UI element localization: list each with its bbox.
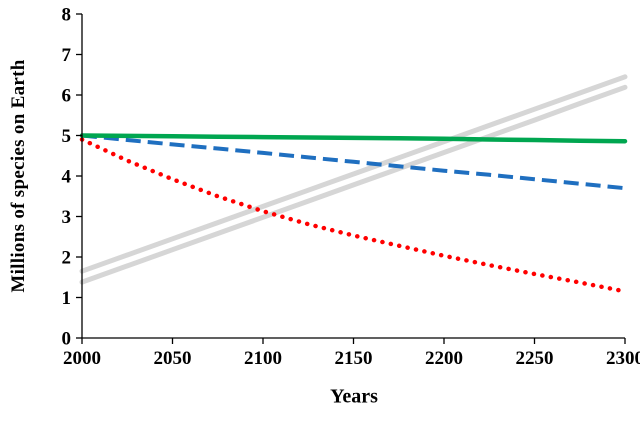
y-tick-label: 4 xyxy=(62,166,72,187)
y-tick-label: 6 xyxy=(62,85,72,106)
x-tick-label: 2100 xyxy=(244,348,282,369)
series-solid-green-line xyxy=(79,133,628,144)
y-tick-label: 0 xyxy=(62,328,72,349)
x-tick-label: 2300 xyxy=(606,348,640,369)
x-tick-label: 2200 xyxy=(425,348,463,369)
x-tick-label: 2000 xyxy=(63,348,101,369)
series-dotted-red-line xyxy=(79,137,628,294)
x-tick-label: 2050 xyxy=(154,348,192,369)
y-tick-label: 8 xyxy=(62,4,72,25)
y-tick-label: 3 xyxy=(62,207,72,228)
series-gray-band-lower-line xyxy=(79,84,628,285)
y-tick-label: 2 xyxy=(62,247,72,268)
y-tick-label: 5 xyxy=(62,126,72,147)
x-axis-title: Years xyxy=(330,385,378,408)
series-gray-band-upper-line xyxy=(79,74,628,274)
y-tick-label: 7 xyxy=(62,45,72,66)
y-tick-label: 1 xyxy=(62,288,72,309)
x-tick-label: 2250 xyxy=(516,348,554,369)
x-tick-label: 2150 xyxy=(335,348,373,369)
series-dashed-blue-line xyxy=(81,133,626,191)
